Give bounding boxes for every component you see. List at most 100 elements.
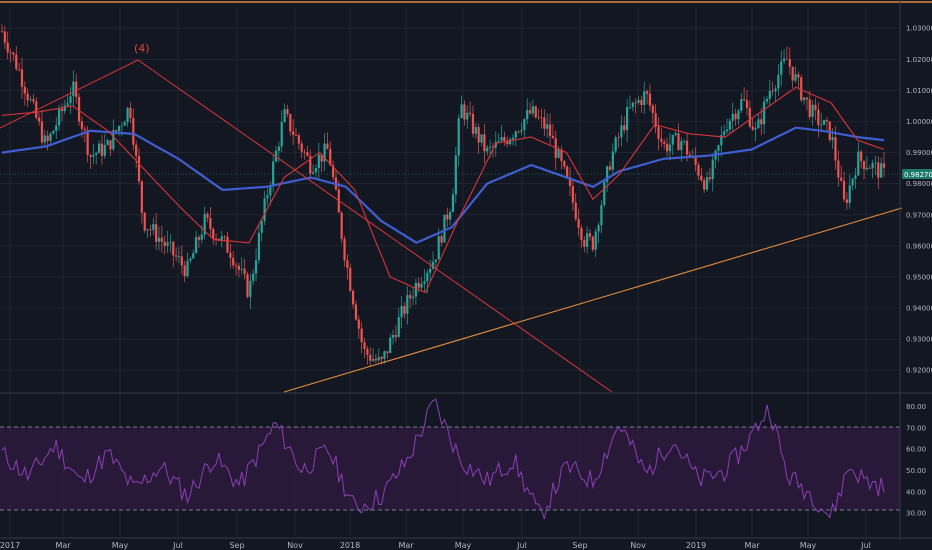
candle-body: [180, 256, 183, 266]
candle-body: [306, 152, 309, 156]
candle-body: [135, 144, 138, 156]
candle-body: [754, 128, 757, 130]
candle-body: [654, 113, 657, 127]
time-tick-label: May: [455, 541, 472, 550]
candle-body: [9, 52, 12, 54]
candle-body: [260, 221, 263, 233]
candle-body: [674, 133, 677, 136]
candle-body: [132, 118, 135, 145]
time-tick-label: Sep: [572, 541, 587, 550]
candle-body: [72, 81, 75, 97]
candle-body: [83, 128, 86, 131]
candle-body: [280, 122, 283, 147]
candle-body: [497, 140, 500, 142]
candle-body: [69, 96, 72, 104]
candle-body: [825, 119, 829, 122]
candle-body: [557, 149, 560, 158]
candle-body: [657, 126, 660, 139]
candle-body: [606, 166, 609, 182]
candle-body: [112, 130, 115, 150]
candle-body: [740, 99, 743, 111]
candle-body: [411, 296, 415, 299]
candle-body: [845, 199, 848, 203]
candle-body: [700, 175, 703, 181]
candle-body: [620, 125, 623, 138]
candle-body: [354, 304, 358, 320]
candle-body: [386, 351, 389, 354]
candle-body: [23, 86, 26, 94]
candle-body: [126, 107, 129, 123]
candle-body: [857, 151, 860, 176]
wave-annotation: (4): [134, 42, 150, 55]
time-tick-label: Nov: [287, 541, 303, 550]
candle-body: [734, 113, 737, 120]
candle-body: [414, 282, 417, 297]
candle-body: [822, 119, 826, 125]
candle-body: [212, 229, 215, 239]
candle-body: [763, 101, 766, 125]
candle-body: [671, 135, 674, 145]
candle-body: [129, 107, 132, 119]
time-tick-label: Sep: [229, 541, 244, 550]
candle-body: [240, 268, 243, 270]
candle-body: [314, 168, 318, 173]
candle-body: [694, 155, 697, 165]
candle-body: [257, 232, 260, 261]
candle-body: [571, 185, 574, 203]
candle-body: [49, 133, 52, 141]
candle-body: [728, 120, 731, 130]
time-tick-label: 2018: [340, 541, 360, 550]
time-axis[interactable]: 2017 Mar May Jul Sep Nov 2018 Mar May Jul Sep Nov 20…: [0, 541, 871, 550]
candle-body: [651, 105, 654, 114]
candle-body: [446, 214, 449, 220]
candle-body: [277, 146, 280, 151]
candle-body: [868, 167, 871, 169]
candle-body: [26, 93, 29, 101]
candle-body: [665, 143, 669, 152]
candle-body: [200, 234, 203, 240]
candle-body: [283, 109, 286, 123]
candle-body: [774, 88, 777, 92]
candle-body: [574, 202, 577, 220]
price-tick-label: 1.01000: [906, 87, 932, 95]
candle-body: [506, 140, 509, 145]
last-price-label-bg: [902, 169, 932, 179]
candle-body: [163, 241, 166, 246]
time-tick-label: Mar: [398, 541, 414, 550]
candle-body: [289, 114, 292, 132]
candle-body: [842, 180, 846, 200]
candle-body: [483, 134, 486, 152]
candle-body: [120, 125, 123, 127]
candle-body: [0, 31, 4, 33]
candle-body: [874, 162, 877, 164]
candle-body: [160, 237, 163, 242]
candle-body: [526, 110, 529, 120]
candle-body: [286, 109, 289, 115]
candle-body: [788, 59, 791, 67]
time-tick-label: May: [800, 541, 817, 550]
price-tick-label: 1.03000: [906, 25, 932, 33]
rsi-axis[interactable]: 80.00 70.00 60.00 50.00 40.00 30.00: [906, 403, 926, 518]
candle-body: [106, 140, 109, 146]
candle-body: [152, 224, 155, 230]
candle-body: [514, 131, 517, 138]
ma200-line: [1, 126, 885, 245]
candle-body: [75, 81, 78, 97]
candle-body: [300, 143, 303, 152]
candle-body: [371, 358, 375, 361]
candle-body: [543, 117, 546, 129]
candle-body: [454, 155, 457, 195]
candle-body: [597, 225, 600, 232]
candle-body: [366, 348, 369, 355]
candle-body: [834, 137, 837, 161]
candle-body: [377, 357, 380, 361]
candle-body: [297, 135, 300, 144]
candle-body: [469, 112, 472, 114]
candle-body: [303, 151, 306, 153]
rsi-tick-label: 60.00: [906, 446, 926, 454]
candle-body: [252, 273, 255, 281]
candle-body: [797, 74, 800, 78]
